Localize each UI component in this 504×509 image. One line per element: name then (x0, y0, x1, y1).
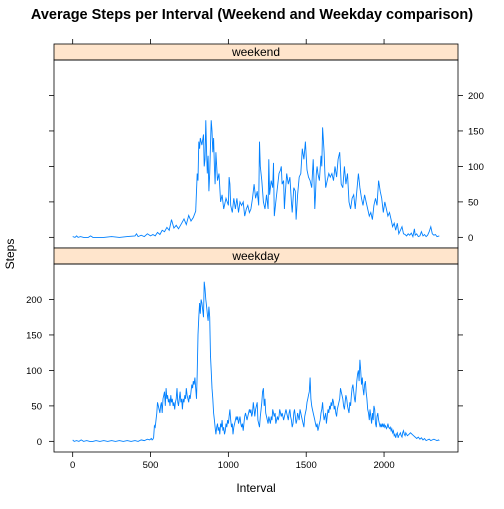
y-tick-label-weekday: 50 (31, 401, 42, 412)
y-tick-label-weekend: 50 (468, 197, 479, 208)
y-tick-label-weekend: 150 (468, 126, 484, 137)
strip-label-weekday: weekday (231, 249, 279, 263)
chart-title: Average Steps per Interval (Weekend and … (31, 7, 473, 23)
x-tick-label: 2000 (373, 460, 394, 471)
x-axis-label: Interval (236, 481, 275, 495)
y-axis-label: Steps (3, 239, 17, 270)
x-tick-label: 1000 (218, 460, 239, 471)
series-line-weekend (72, 120, 440, 239)
x-tick-label: 1500 (296, 460, 317, 471)
y-tick-label-weekday: 0 (37, 437, 42, 448)
panel-frame-weekday (53, 263, 459, 453)
x-tick-label: 0 (70, 460, 75, 471)
x-tick-label: 500 (143, 460, 159, 471)
panel-weekend: weekend 0 50 100 150 200 (49, 43, 484, 249)
y-axis-weekend: 0 50 100 150 200 (49, 91, 484, 244)
x-axis: 0 500 1000 1500 2000 (70, 39, 395, 471)
y-axis-weekday: 0 50 100 150 200 (26, 295, 463, 448)
panel-weekday: weekday 0 50 100 150 200 (26, 247, 463, 453)
y-tick-label-weekend: 0 (468, 233, 473, 244)
y-tick-label-weekday: 150 (26, 330, 42, 341)
y-tick-label-weekend: 200 (468, 91, 484, 102)
y-tick-label-weekday: 100 (26, 366, 42, 377)
strip-label-weekend: weekend (231, 45, 280, 59)
series-line-weekday (72, 281, 440, 442)
y-tick-label-weekday: 200 (26, 295, 42, 306)
y-tick-label-weekend: 100 (468, 162, 484, 173)
